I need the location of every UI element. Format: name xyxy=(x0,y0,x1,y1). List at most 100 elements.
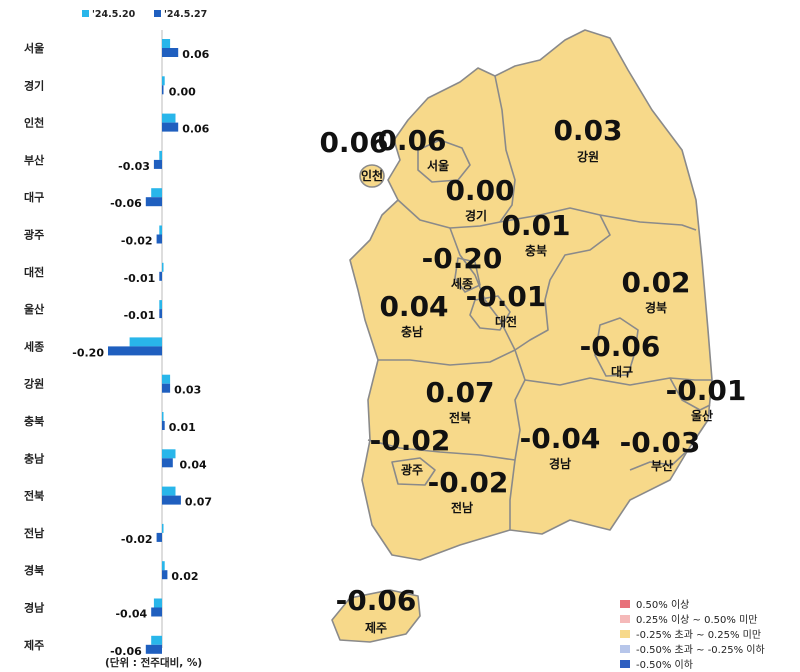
category-label: 충북 xyxy=(24,414,44,428)
value-label: 0.01 xyxy=(169,421,196,434)
region-value: -0.04 xyxy=(520,422,601,455)
bar xyxy=(159,309,162,319)
region-name: 대구 xyxy=(611,365,633,379)
bar xyxy=(151,635,162,645)
region-value: -0.01 xyxy=(466,280,547,313)
bar xyxy=(162,122,179,132)
jeju-island xyxy=(331,589,421,643)
border-ulsan xyxy=(669,377,711,411)
region-name: 충북 xyxy=(525,243,547,258)
region-value: -0.06 xyxy=(336,584,417,617)
category-label: 대구 xyxy=(24,190,44,204)
bar xyxy=(145,644,162,654)
region-value: 0.03 xyxy=(553,114,622,147)
bar xyxy=(156,234,162,244)
border-gwangju xyxy=(391,457,436,486)
bar xyxy=(162,383,171,393)
border-chungbuk xyxy=(499,207,611,351)
incheon-island xyxy=(359,164,385,188)
bar xyxy=(162,523,164,533)
bar xyxy=(162,39,171,48)
bar xyxy=(153,598,162,608)
map-legend-label: 0.25% 이상 ~ 0.50% 미만 xyxy=(636,614,757,626)
category-label: 울산 xyxy=(24,302,44,316)
value-label: 0.00 xyxy=(169,85,196,98)
region-name: 전남 xyxy=(451,500,473,515)
legend-label: '24.5.20 xyxy=(92,9,136,20)
category-label: 경북 xyxy=(24,563,44,577)
category-label: 경남 xyxy=(24,601,44,615)
bar xyxy=(162,449,176,459)
bar xyxy=(151,188,162,198)
region-value: 0.02 xyxy=(621,266,690,299)
value-label: -0.06 xyxy=(110,645,142,658)
category-label: 세종 xyxy=(24,339,44,353)
region-name: 부산 xyxy=(651,458,673,473)
border-chungnam xyxy=(378,227,516,366)
map-legend-label: -0.50% 초과 ~ -0.25% 이하 xyxy=(636,643,765,656)
category-label: 광주 xyxy=(24,229,44,242)
value-label: -0.01 xyxy=(124,309,156,322)
region-value: 0.01 xyxy=(501,209,570,242)
border-sejong xyxy=(454,257,481,293)
region-name: 전북 xyxy=(449,410,471,425)
region-name: 서울 xyxy=(427,158,449,173)
region-name: 광주 xyxy=(401,462,423,477)
bar xyxy=(162,76,165,86)
chart-rows: 서울 0.06 경기 0.00 인천 0.06 부산 -0.03 대구 -0.06 광주 -0.02 대… xyxy=(24,39,212,658)
province-borders xyxy=(367,75,712,530)
category-label: 경기 xyxy=(24,78,44,92)
unit-note: (단위 : 전주대비, %) xyxy=(105,656,202,669)
value-label: -0.02 xyxy=(121,533,153,546)
bar xyxy=(162,85,164,95)
map-legend-label: 0.50% 이상 xyxy=(636,599,689,611)
region-value: -0.01 xyxy=(666,374,747,407)
map-legend-swatch xyxy=(620,660,630,668)
chart-legend: '24.5.20 '24.5.27 xyxy=(82,9,207,20)
bar xyxy=(159,225,162,235)
value-label: 0.02 xyxy=(171,570,198,583)
bar xyxy=(159,300,162,310)
bar xyxy=(162,374,171,384)
map-legend-swatch xyxy=(620,615,630,623)
map-legend-label: -0.25% 초과 ~ 0.25% 미만 xyxy=(636,629,761,641)
value-label: 0.03 xyxy=(174,384,201,397)
region-name: 경남 xyxy=(549,456,571,471)
region-value: -0.20 xyxy=(422,242,503,275)
border-jeonnam-gyeongnam xyxy=(509,459,516,530)
category-label: 서울 xyxy=(24,41,44,55)
map-legend-swatch xyxy=(620,630,630,638)
region-name: 인천 xyxy=(361,168,383,183)
bar xyxy=(162,495,181,505)
region-value: 0.04 xyxy=(379,290,448,323)
border-daejeon xyxy=(469,295,511,331)
legend-swatch xyxy=(154,10,161,17)
value-label: -0.20 xyxy=(72,346,104,359)
region-value: 0.07 xyxy=(425,376,494,409)
bar xyxy=(162,486,176,496)
border-gyeongbuk-gyeongnam xyxy=(524,377,712,386)
bar xyxy=(162,561,165,571)
category-label: 부산 xyxy=(24,153,44,167)
map-legend-swatch xyxy=(620,600,630,608)
border-gangwon-gyeongbuk xyxy=(599,214,697,231)
region-name: 제주 xyxy=(365,621,387,635)
bar xyxy=(156,532,162,542)
bar xyxy=(145,197,162,207)
region-value: -0.06 xyxy=(580,330,661,363)
category-label: 인천 xyxy=(24,116,44,130)
value-label: 0.07 xyxy=(185,496,212,509)
legend-label: '24.5.27 xyxy=(164,9,207,20)
map-legend-label: -0.50% 이하 xyxy=(636,658,693,671)
value-label: -0.02 xyxy=(121,235,153,248)
value-label: 0.04 xyxy=(180,458,207,471)
region-name: 울산 xyxy=(691,408,713,423)
bar xyxy=(162,48,179,57)
category-label: 제주 xyxy=(24,638,44,652)
region-name: 강원 xyxy=(577,150,599,164)
region-value: -0.03 xyxy=(620,426,701,459)
region-value: 0.06 xyxy=(377,124,446,157)
mainland-shape xyxy=(349,29,713,561)
